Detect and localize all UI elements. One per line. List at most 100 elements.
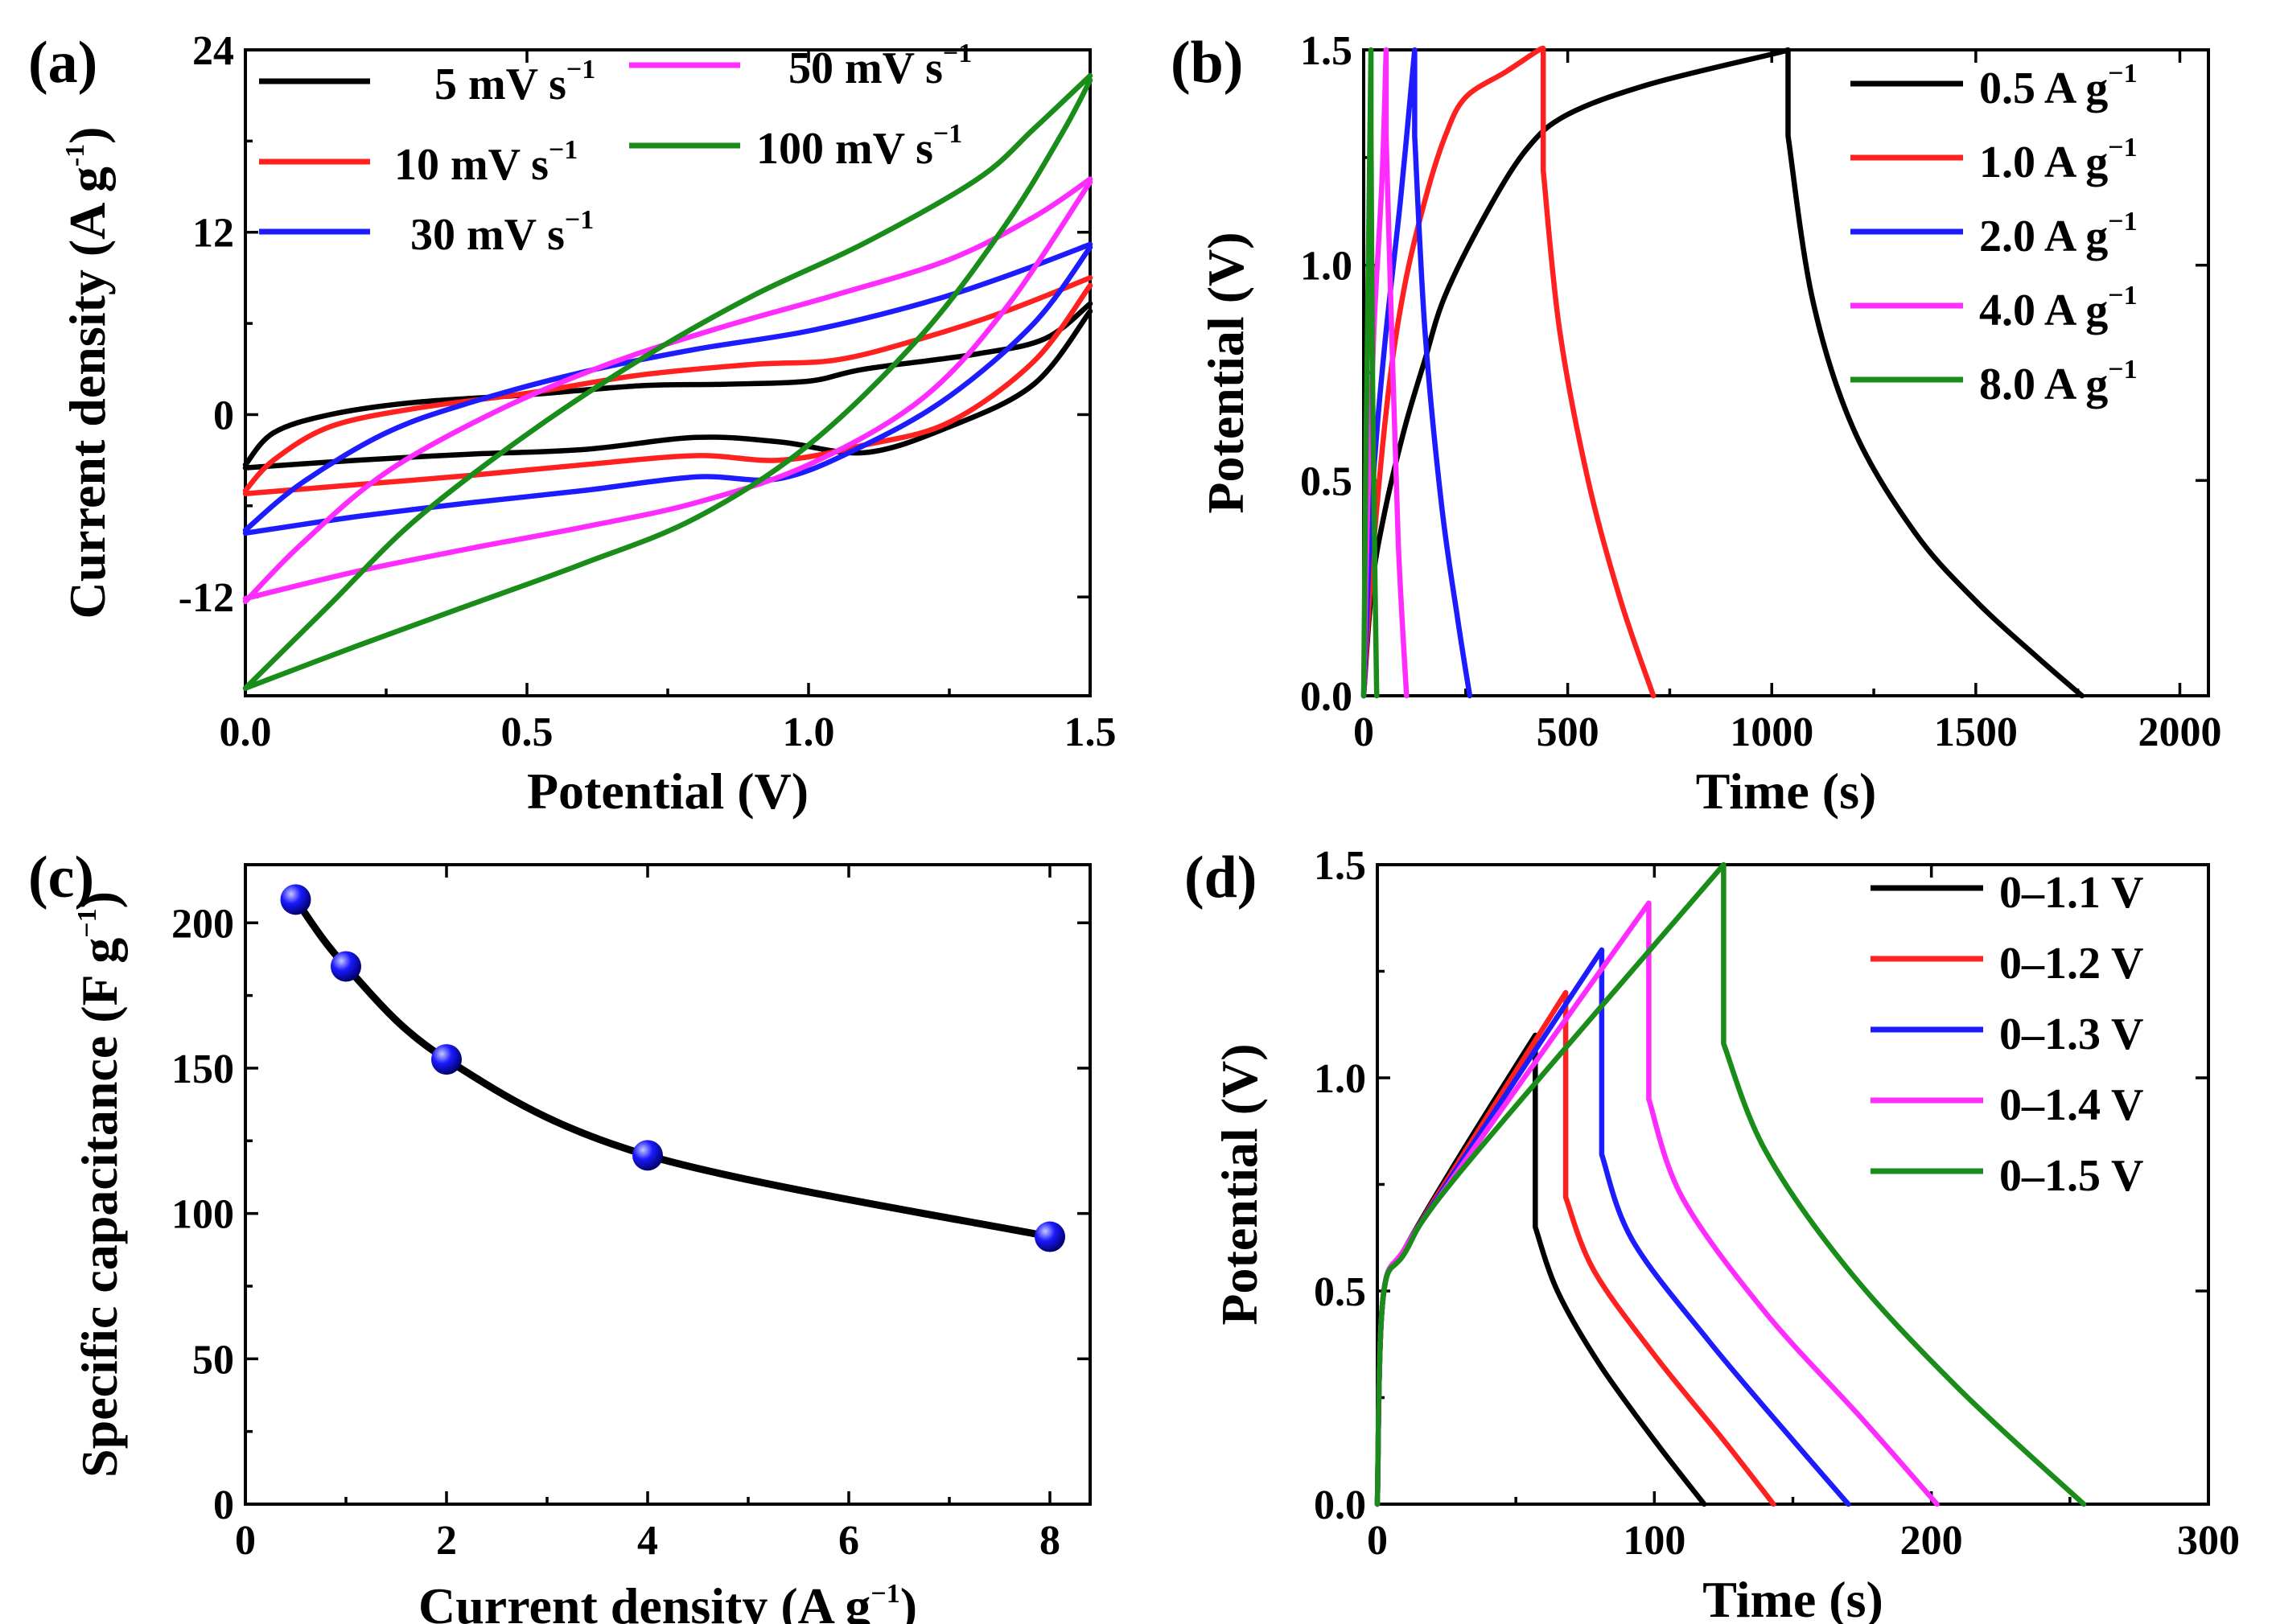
y-tick-label: 50 [192, 1337, 234, 1383]
x-axis-label: Current density (A g [418, 1577, 870, 1624]
y-axis-label: Current density (A g [59, 167, 116, 619]
panel-label: (d) [1184, 845, 1257, 911]
y-axis-label-sup: −1 [72, 908, 102, 937]
data-point-3 [632, 1140, 663, 1171]
gcd-curve-0 [1360, 47, 2085, 699]
y-tick-label: 0 [213, 1482, 234, 1528]
y-tick-label: 1.0 [1314, 1056, 1366, 1102]
x-tick-label: 0.5 [501, 709, 554, 755]
x-tick-label: 2 [436, 1518, 457, 1564]
y-tick-label: 1.0 [1300, 244, 1352, 290]
y-axis-label-close: ) [59, 126, 116, 143]
y-axis-label: Potential (V) [1197, 232, 1254, 513]
legend-sup: −1 [2108, 59, 2137, 88]
y-axis-label-group: Current density (A g-1) [59, 126, 116, 619]
y-tick-label: 150 [171, 1046, 234, 1092]
legend-entry-1: 1.0 A g−1 [1979, 133, 2138, 187]
legend-sup: −1 [2108, 207, 2137, 236]
legend-entry-4: 8.0 A g−1 [1979, 355, 2138, 409]
x-axis-label: Time (s) [1702, 1571, 1883, 1624]
panel-label: (c) [28, 845, 94, 911]
legend-label: 10 mV s [394, 140, 549, 190]
panel-label: (b) [1171, 30, 1243, 96]
gcd-window-curve-3 [1374, 900, 1940, 1507]
x-tick-label: 100 [1623, 1518, 1685, 1564]
y-tick-label: -12 [179, 575, 234, 621]
x-tick-label: 500 [1537, 709, 1599, 755]
legend-entry-2: 2.0 A g−1 [1979, 207, 2138, 261]
y-tick-label: 0.5 [1300, 458, 1352, 504]
x-tick-label: 1000 [1730, 709, 1813, 755]
y-tick-label: 0 [213, 393, 234, 438]
legend-label: 30 mV s [410, 210, 565, 260]
legend-entry-4: 100 mV s−1 [756, 119, 962, 174]
x-tick-label: 1.0 [783, 709, 835, 755]
legend-label: 0–1.3 V [1999, 1009, 2143, 1059]
data-point-4 [1035, 1221, 1065, 1252]
gcd-window-curve-4 [1374, 861, 2087, 1507]
x-tick-label: 200 [1900, 1518, 1963, 1564]
legend-sup: −1 [566, 55, 595, 84]
x-tick-label: 0 [235, 1518, 256, 1564]
legend-label: 0.5 A g [1979, 64, 2108, 113]
legend-label: 8.0 A g [1979, 360, 2108, 409]
legend-label: 0–1.4 V [1999, 1080, 2143, 1130]
legend-label: 0–1.2 V [1999, 939, 2143, 989]
y-axis-label-group: Specific capacitance (F g−1) [71, 891, 128, 1478]
y-tick-label: 0.5 [1314, 1269, 1366, 1315]
y-axis-label: Potential (V) [1211, 1043, 1268, 1325]
x-tick-label: 0 [1367, 1518, 1388, 1564]
x-tick-label: 6 [838, 1518, 859, 1564]
legend-label: 100 mV s [756, 124, 933, 174]
x-axis-label-sup: −1 [870, 1579, 899, 1609]
capacitance-line [292, 897, 1051, 1240]
x-axis-label: Potential (V) [527, 763, 809, 820]
legend-sup: −1 [2108, 281, 2137, 310]
x-tick-label: 0.0 [220, 709, 272, 755]
y-tick-label: 0.0 [1300, 674, 1352, 720]
legend-label: 0–1.5 V [1999, 1151, 2143, 1201]
legend-label: 0–1.1 V [1999, 868, 2143, 918]
x-tick-label: 4 [637, 1518, 658, 1564]
legend-label: 1.0 A g [1979, 138, 2108, 187]
legend-label: 2.0 A g [1979, 212, 2108, 261]
y-axis-label: Specific capacitance (F g [71, 938, 128, 1478]
gcd-curve-2 [1360, 47, 1473, 699]
legend-entry-3: 50 mV s−1 [788, 39, 972, 93]
legend-sup: −1 [565, 205, 594, 235]
gcd-curve-4 [1360, 47, 1380, 699]
y-axis-label-close: ) [71, 891, 128, 908]
plot-frame-2 [244, 863, 1092, 1506]
data-point-2 [431, 1044, 462, 1075]
y-tick-label: 12 [192, 211, 234, 257]
y-tick-label: 200 [171, 901, 234, 947]
legend-entry-1: 10 mV s−1 [394, 135, 578, 190]
legend-label: 4.0 A g [1979, 286, 2108, 335]
legend-sup: −1 [943, 39, 972, 68]
x-tick-label: 2000 [2138, 709, 2221, 755]
x-tick-label: 1.5 [1064, 709, 1117, 755]
x-tick-label: 0 [1353, 709, 1374, 755]
legend-entry-0: 5 mV s−1 [434, 55, 595, 109]
legend-sup: −1 [933, 119, 962, 149]
y-tick-label: 0.0 [1314, 1482, 1366, 1528]
y-tick-label: 100 [171, 1192, 234, 1238]
cv-curve-3 [242, 176, 1093, 605]
legend-entry-0: 0.5 A g−1 [1979, 59, 2138, 113]
legend-sup: −1 [2108, 133, 2137, 162]
x-axis-label-close: ) [900, 1577, 917, 1624]
cv-curve-4 [242, 72, 1093, 691]
legend-label: 50 mV s [788, 43, 943, 93]
x-tick-label: 1500 [1934, 709, 2018, 755]
x-axis-label-group: Current density (A g−1) [418, 1577, 917, 1624]
panel-label: (a) [28, 30, 97, 96]
y-tick-label: 1.5 [1300, 28, 1352, 74]
legend-sup: −1 [2108, 355, 2137, 384]
legend-label: 5 mV s [434, 60, 566, 109]
legend-entry-2: 30 mV s−1 [410, 205, 594, 260]
y-tick-label: 24 [192, 28, 234, 74]
legend-entry-3: 4.0 A g−1 [1979, 281, 2138, 335]
cv-curve-1 [242, 275, 1093, 496]
x-tick-label: 300 [2177, 1518, 2240, 1564]
